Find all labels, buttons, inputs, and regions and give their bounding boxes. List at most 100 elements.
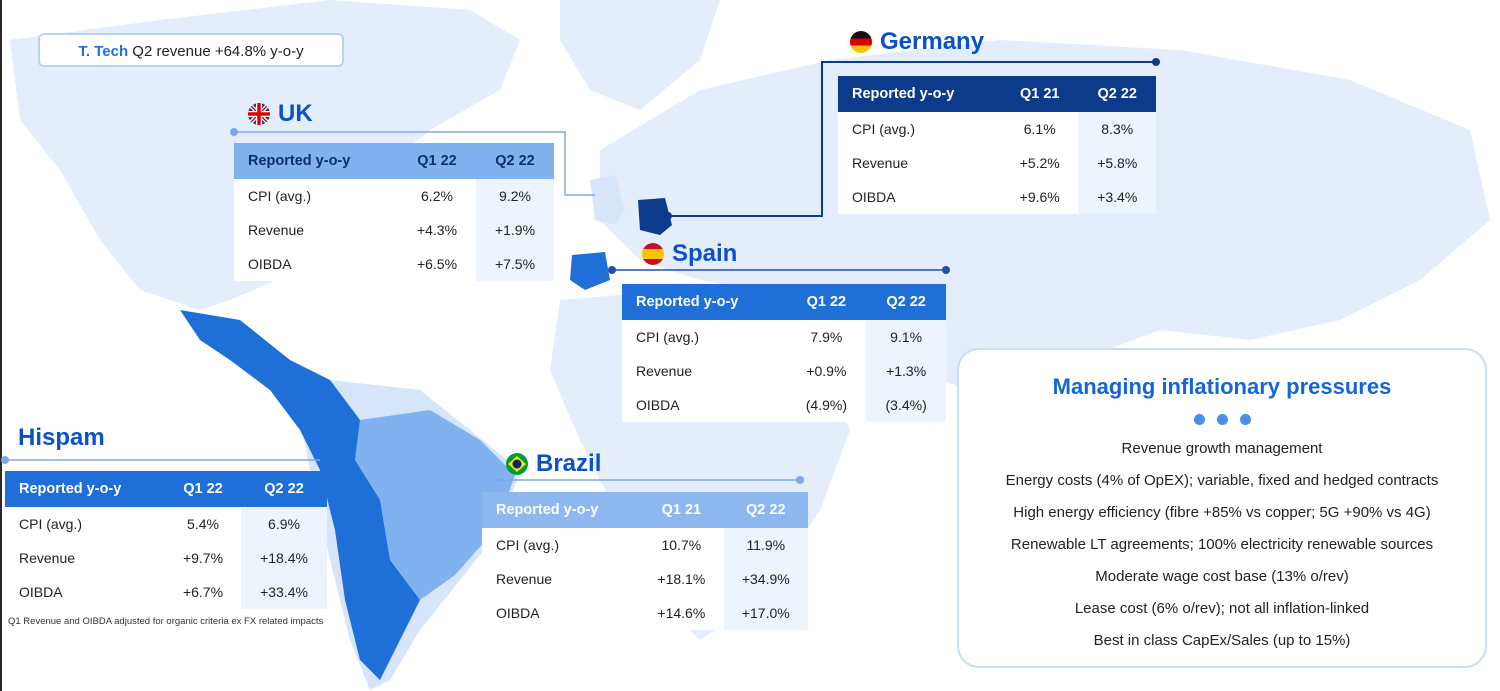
cell: +0.9% bbox=[806, 363, 847, 379]
cell: 11.9% bbox=[723, 528, 808, 562]
row-label: CPI (avg.) bbox=[248, 188, 312, 204]
hispam-name: Hispam bbox=[18, 424, 105, 451]
cell: +4.3% bbox=[416, 222, 458, 238]
cell: 6.2% bbox=[421, 188, 453, 204]
table-header-row: Reported y-o-y Q1 22 Q2 22 bbox=[622, 284, 946, 320]
header-cell: Q1 22 bbox=[397, 143, 476, 179]
table-row: OIBDA +14.6% +17.0% bbox=[482, 596, 808, 630]
germany-connector bbox=[668, 61, 1156, 217]
table-row: CPI (avg.) 5.4% 6.9% bbox=[5, 507, 327, 541]
cell: 6.1% bbox=[1023, 121, 1056, 137]
list-item: Renewable LT agreements; 100% electricit… bbox=[1010, 536, 1434, 553]
list-item: Best in class CapEx/Sales (up to 15%) bbox=[1093, 632, 1351, 649]
row-label: Revenue bbox=[19, 550, 76, 566]
list-item: High energy efficiency (fibre +85% vs co… bbox=[1013, 504, 1431, 521]
cell: +1.3% bbox=[866, 354, 946, 388]
table-row: Revenue +4.3% +1.9% bbox=[234, 213, 554, 247]
cell: +5.2% bbox=[1019, 155, 1060, 171]
cell: +33.4% bbox=[241, 575, 327, 609]
brazil-connector-dot bbox=[796, 476, 804, 484]
spain-connector-dot-start bbox=[608, 266, 616, 274]
spain-connector-dot-end bbox=[942, 266, 950, 274]
uk-flag-icon bbox=[248, 103, 270, 125]
uk-connector bbox=[234, 131, 595, 196]
inflation-panel: Managing inflationary pressures Revenue … bbox=[957, 348, 1487, 668]
cell: 8.3% bbox=[1078, 112, 1156, 146]
list-item: Lease cost (6% o/rev); not all inflation… bbox=[1074, 600, 1370, 617]
cell: +18.4% bbox=[241, 541, 327, 575]
spain-table: Reported y-o-y Q1 22 Q2 22 CPI (avg.) 7.… bbox=[622, 284, 946, 422]
map-brazil bbox=[355, 410, 515, 600]
row-label: OIBDA bbox=[852, 189, 896, 205]
uk-connector-dot bbox=[230, 128, 238, 136]
cell: 5.4% bbox=[187, 516, 219, 532]
list-item: Moderate wage cost base (13% o/rev) bbox=[1095, 568, 1349, 585]
brazil-label: Brazil bbox=[506, 450, 601, 478]
germany-label: Germany bbox=[850, 28, 984, 56]
spain-flag-icon bbox=[642, 243, 664, 265]
table-header-row: Reported y-o-y Q1 22 Q2 22 bbox=[234, 143, 554, 179]
headline-pill: T. Tech Q2 revenue +64.8% y-o-y bbox=[38, 33, 344, 67]
map-greenland bbox=[560, 0, 720, 110]
cell: (4.9%) bbox=[805, 397, 847, 413]
table-row: CPI (avg.) 10.7% 11.9% bbox=[482, 528, 808, 562]
map-spain bbox=[570, 252, 610, 290]
uk-table: Reported y-o-y Q1 22 Q2 22 CPI (avg.) 6.… bbox=[234, 143, 554, 281]
cell: 7.9% bbox=[810, 329, 843, 345]
cell: 9.2% bbox=[475, 179, 554, 213]
cell: +17.0% bbox=[723, 596, 808, 630]
germany-connector-dot-start bbox=[664, 212, 672, 220]
cell: 9.1% bbox=[866, 320, 946, 354]
uk-name: UK bbox=[278, 100, 313, 127]
header-cell: Q1 22 bbox=[164, 471, 242, 507]
table-row: OIBDA +6.7% +33.4% bbox=[5, 575, 327, 609]
cell: +9.7% bbox=[182, 550, 224, 566]
header-cell: Q2 22 bbox=[723, 492, 808, 528]
list-item: Energy costs (4% of OpEX); variable, fix… bbox=[1005, 472, 1439, 489]
panel-list: Revenue growth management Energy costs (… bbox=[959, 433, 1485, 657]
cell: (3.4%) bbox=[866, 388, 946, 422]
cell: 6.9% bbox=[241, 507, 327, 541]
cell: +14.6% bbox=[657, 605, 706, 621]
header-cell: Q2 22 bbox=[475, 143, 554, 179]
row-label: Revenue bbox=[248, 222, 305, 238]
header-cell: Reported y-o-y bbox=[482, 492, 640, 528]
dot bbox=[1239, 414, 1251, 425]
hispam-table: Reported y-o-y Q1 22 Q2 22 CPI (avg.) 5.… bbox=[5, 471, 327, 609]
cell: 10.7% bbox=[661, 537, 702, 553]
map-germany bbox=[638, 198, 672, 235]
row-label: Revenue bbox=[852, 155, 909, 171]
spain-name: Spain bbox=[672, 240, 738, 267]
hispam-connector-dot bbox=[1, 456, 9, 464]
cell: +18.1% bbox=[657, 571, 706, 587]
cell: +34.9% bbox=[723, 562, 808, 596]
brazil-table: Reported y-o-y Q1 21 Q2 22 CPI (avg.) 10… bbox=[482, 492, 808, 630]
cell: +3.4% bbox=[1078, 180, 1156, 214]
row-label: CPI (avg.) bbox=[852, 121, 916, 137]
table-header-row: Reported y-o-y Q1 22 Q2 22 bbox=[5, 471, 327, 507]
map-uk bbox=[590, 175, 625, 225]
germany-name: Germany bbox=[880, 28, 985, 55]
dots-divider bbox=[959, 414, 1485, 425]
brazil-name: Brazil bbox=[536, 450, 602, 477]
table-row: OIBDA +6.5% +7.5% bbox=[234, 247, 554, 281]
germany-flag-icon bbox=[850, 31, 872, 53]
brazil-flag-icon bbox=[506, 453, 528, 475]
row-label: OIBDA bbox=[636, 397, 680, 413]
row-label: OIBDA bbox=[496, 605, 540, 621]
header-cell: Q2 22 bbox=[1078, 76, 1156, 112]
spain-label: Spain bbox=[642, 240, 737, 268]
panel-title: Managing inflationary pressures bbox=[1052, 374, 1392, 399]
table-row: Revenue +18.1% +34.9% bbox=[482, 562, 808, 596]
cell: +1.9% bbox=[475, 213, 554, 247]
table-row: CPI (avg.) 6.2% 9.2% bbox=[234, 179, 554, 213]
cell: +9.6% bbox=[1019, 189, 1060, 205]
map-hispam bbox=[180, 310, 420, 680]
header-cell: Q1 21 bbox=[1000, 76, 1079, 112]
header-cell: Reported y-o-y bbox=[5, 471, 165, 507]
table-row: CPI (avg.) 6.1% 8.3% bbox=[838, 112, 1156, 146]
dot bbox=[1216, 414, 1228, 425]
germany-table: Reported y-o-y Q1 21 Q2 22 CPI (avg.) 6.… bbox=[838, 76, 1156, 214]
row-label: Revenue bbox=[496, 571, 553, 587]
